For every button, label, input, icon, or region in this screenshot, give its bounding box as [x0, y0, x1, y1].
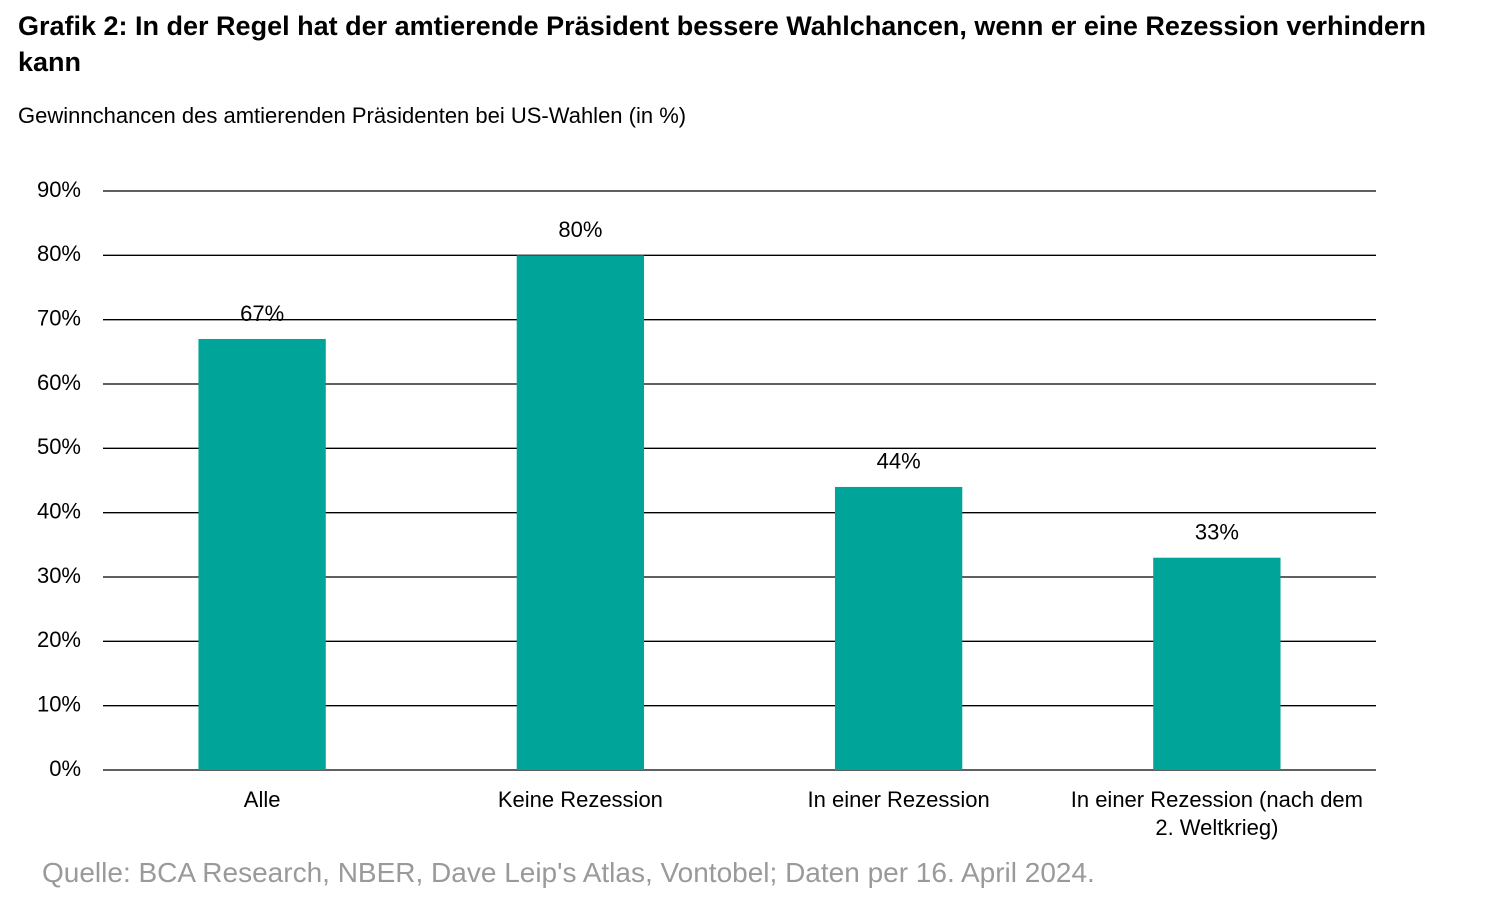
y-tick-label: 70%	[37, 305, 81, 330]
chart: 0% 10% 20% 30% 40% 50% 60% 70% 80% 90% 67% 80% 44% 33…	[37, 177, 1376, 781]
y-tick-label: 20%	[37, 627, 81, 652]
y-tick-label: 50%	[37, 434, 81, 459]
bar	[1153, 557, 1281, 770]
value-label: 33%	[1195, 520, 1239, 545]
x-tick-label: In einer Rezession	[807, 787, 990, 812]
value-label: 44%	[877, 449, 921, 474]
y-tick-label: 30%	[37, 563, 81, 588]
x-tick-label: Keine Rezession	[497, 787, 663, 812]
value-label: 67%	[240, 301, 284, 326]
y-tick-label: 90%	[37, 177, 81, 202]
y-tick-label: 60%	[37, 370, 81, 395]
bar	[834, 486, 963, 770]
y-tick-label: 80%	[37, 241, 81, 266]
source-note: Quelle: BCA Research, NBER, Dave Leip's …	[42, 857, 1095, 888]
value-label: 80%	[558, 217, 602, 242]
bar	[198, 338, 326, 770]
bar	[516, 255, 645, 771]
x-tick-label: Alle	[243, 787, 281, 812]
x-tick-label: In einer Rezession (nach dem 2. Weltkrie…	[1070, 787, 1363, 840]
y-tick-label: 10%	[37, 691, 81, 716]
chart-subtitle: Gewinnchancen des amtierenden Präsidente…	[18, 103, 687, 128]
y-tick-label: 0%	[49, 756, 81, 781]
chart-title: Grafik 2: In der Regel hat der amtierend…	[18, 11, 1426, 77]
y-tick-label: 40%	[37, 498, 81, 523]
